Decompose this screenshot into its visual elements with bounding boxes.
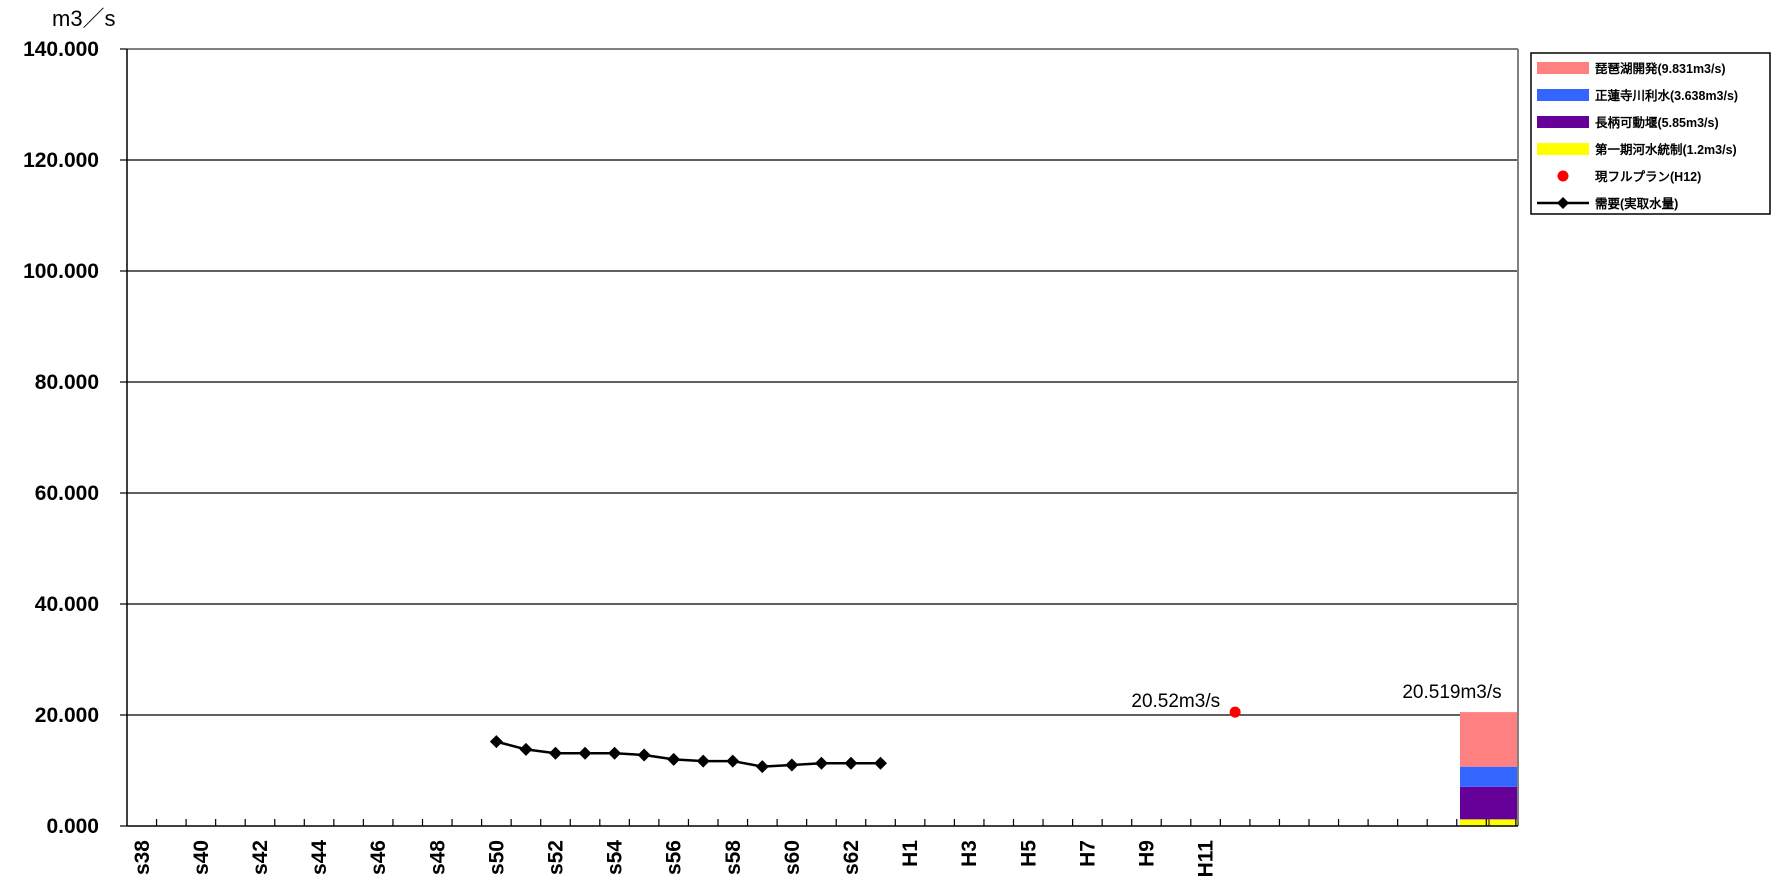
x-axis-ticks: s38 s40 s42 s44 s46 s48 s50 s52 s54 s56 s58 s60 s62 H… bbox=[131, 819, 1517, 878]
demand-marker bbox=[814, 756, 828, 770]
demand-marker bbox=[755, 760, 769, 774]
legend-label: 第一期河水統制(1.2m3/s) bbox=[1595, 142, 1737, 157]
x-tick-label: H5 bbox=[1017, 840, 1040, 867]
legend-label: 正蓮寺川利水(3.638m3/s) bbox=[1595, 88, 1738, 103]
legend-swatch bbox=[1537, 62, 1589, 74]
stack-segment bbox=[1460, 766, 1518, 787]
y-tick-label: 140.000 bbox=[23, 38, 99, 61]
demand-marker bbox=[489, 735, 503, 749]
x-tick-label: s54 bbox=[604, 840, 627, 875]
x-tick-label: s44 bbox=[308, 840, 331, 875]
x-tick-label: H3 bbox=[958, 840, 981, 867]
y-tick-label: 80.000 bbox=[35, 371, 99, 394]
y-tick-label: 40.000 bbox=[35, 593, 99, 616]
x-tick-label: s56 bbox=[663, 840, 686, 875]
demand-marker bbox=[696, 754, 710, 768]
demand-marker bbox=[844, 756, 858, 770]
demand-marker bbox=[667, 752, 681, 766]
legend-label: 現フルプラン(H12) bbox=[1595, 169, 1701, 184]
x-tick-label: s42 bbox=[249, 840, 272, 875]
x-tick-label: s52 bbox=[544, 840, 567, 875]
x-tick-label: s40 bbox=[190, 840, 213, 875]
demand-marker bbox=[548, 746, 562, 760]
plan-point bbox=[1229, 706, 1241, 718]
stack-segment bbox=[1460, 712, 1518, 767]
x-tick-label: s48 bbox=[426, 840, 449, 875]
unit-label: m3／s bbox=[52, 6, 116, 31]
demand-series bbox=[489, 735, 888, 774]
plot-frame bbox=[126, 48, 1519, 827]
x-tick-label: H9 bbox=[1135, 840, 1158, 867]
x-tick-label: s58 bbox=[722, 840, 745, 875]
legend-swatch bbox=[1537, 116, 1589, 128]
y-tick-label: 0.000 bbox=[46, 815, 99, 838]
demand-marker bbox=[874, 756, 888, 770]
x-tick-label: s38 bbox=[131, 840, 154, 875]
demand-marker bbox=[637, 748, 651, 762]
legend-label: 琵琶湖開発(9.831m3/s) bbox=[1595, 61, 1726, 76]
x-tick-label: s62 bbox=[840, 840, 863, 875]
stack-total-annotation: 20.519m3/s bbox=[1402, 682, 1501, 703]
y-tick-label: 60.000 bbox=[35, 482, 99, 505]
legend-label: 長柄可動堰(5.85m3/s) bbox=[1595, 115, 1719, 130]
legend-swatch bbox=[1537, 143, 1589, 155]
legend: 琵琶湖開発(9.831m3/s) 正蓮寺川利水(3.638m3/s) 長柄可動堰(5… bbox=[1530, 52, 1771, 215]
x-tick-label: H1 bbox=[899, 840, 922, 867]
y-axis-ticks: 0.000 20.000 40.000 60.000 80.000 100.000 120.… bbox=[23, 38, 127, 838]
plan-point-series bbox=[1229, 706, 1241, 718]
annotations: 20.52m3/s 20.519m3/s bbox=[1131, 682, 1501, 712]
x-tick-label: s50 bbox=[485, 840, 508, 875]
legend-dot bbox=[1557, 170, 1569, 182]
demand-marker bbox=[578, 746, 592, 760]
legend-swatch bbox=[1537, 89, 1589, 101]
plan-point-annotation: 20.52m3/s bbox=[1131, 691, 1220, 712]
stacked-bar bbox=[1460, 712, 1518, 826]
demand-marker bbox=[785, 758, 799, 772]
gridlines bbox=[127, 48, 1518, 716]
demand-marker bbox=[519, 742, 533, 756]
x-tick-label: H11 bbox=[1195, 840, 1218, 878]
legend-box bbox=[1530, 52, 1771, 215]
legend-label: 需要(実取水量) bbox=[1595, 196, 1678, 211]
y-tick-label: 120.000 bbox=[23, 149, 99, 172]
demand-marker bbox=[726, 754, 740, 768]
x-tick-label: s60 bbox=[781, 840, 804, 875]
y-tick-label: 100.000 bbox=[23, 260, 99, 283]
x-tick-label: s46 bbox=[367, 840, 390, 875]
stack-segment bbox=[1460, 786, 1518, 820]
x-tick-label: H7 bbox=[1076, 840, 1099, 867]
demand-marker bbox=[608, 746, 622, 760]
legend-marker bbox=[1557, 197, 1569, 209]
y-tick-label: 20.000 bbox=[35, 704, 99, 727]
